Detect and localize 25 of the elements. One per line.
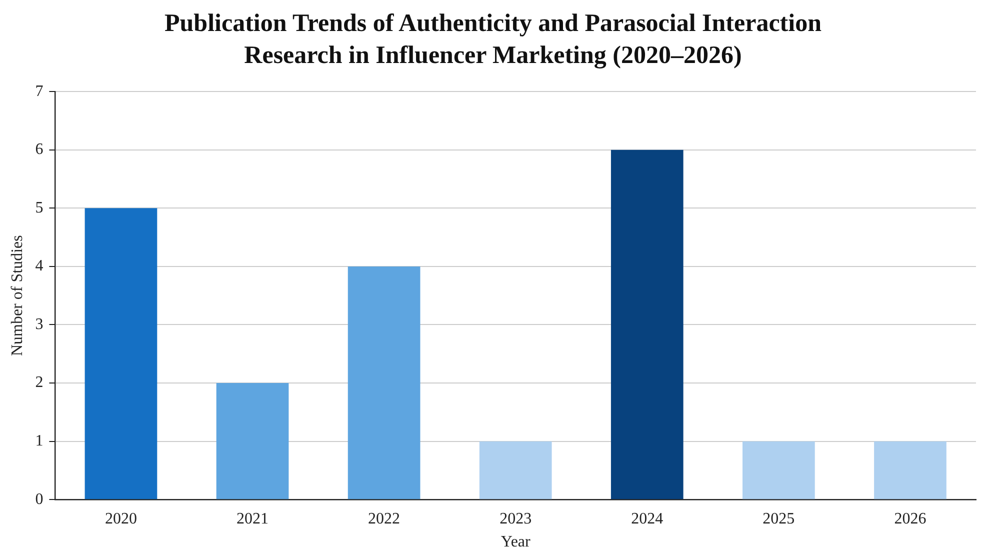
y-tick-label: 5 bbox=[35, 199, 44, 216]
bar bbox=[348, 266, 420, 500]
x-tick-label: 2022 bbox=[368, 510, 400, 528]
x-tick-label: 2024 bbox=[631, 510, 664, 528]
y-tick-label: 1 bbox=[35, 432, 44, 450]
bar bbox=[479, 441, 552, 500]
x-tick-label: 2025 bbox=[762, 510, 795, 528]
y-tick-label: 7 bbox=[35, 82, 44, 100]
x-tick-label: 2026 bbox=[894, 510, 926, 528]
x-tick-label: 2021 bbox=[236, 510, 269, 528]
bar bbox=[610, 150, 684, 500]
x-tick-label: 2023 bbox=[500, 510, 532, 528]
bar bbox=[742, 441, 815, 500]
y-tick-label: 0 bbox=[35, 490, 44, 508]
bar bbox=[216, 383, 289, 500]
y-axis-title: Number of Studies bbox=[8, 235, 26, 356]
y-tick-label: 2 bbox=[35, 374, 44, 392]
y-tick-label: 6 bbox=[35, 141, 44, 158]
bar bbox=[874, 441, 946, 500]
bar bbox=[84, 208, 158, 500]
y-tick-label: 3 bbox=[35, 316, 44, 333]
x-axis-title: Year bbox=[500, 534, 532, 551]
x-tick-label: 2020 bbox=[104, 510, 137, 528]
chart-title: Publication Trends of Authenticity and Parasocial Interaction Research in Influencer Marketing (2020–2026) bbox=[164, 9, 822, 71]
y-tick-label: 4 bbox=[35, 258, 44, 275]
